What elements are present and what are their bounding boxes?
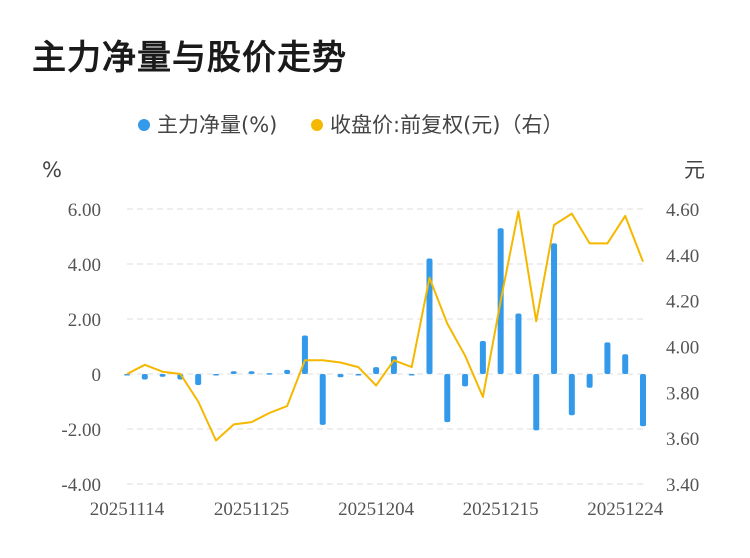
left-tick-label: 2.00 [68, 310, 101, 331]
bar [390, 356, 397, 374]
x-tick-label: 20251125 [214, 499, 289, 520]
left-tick-label: 0 [92, 365, 102, 386]
bar [479, 341, 486, 374]
bar [266, 373, 273, 375]
bar [195, 374, 202, 385]
legend-bar-label: 主力净量(%) [157, 113, 277, 137]
legend-line-label: 收盘价:前复权(元)（右） [330, 113, 563, 137]
right-tick-label: 3.80 [666, 383, 699, 404]
bar [284, 369, 291, 374]
bar [426, 258, 433, 374]
bar [462, 374, 469, 387]
bar [640, 374, 646, 427]
bar [586, 374, 593, 388]
bar [319, 374, 326, 425]
bar [141, 374, 148, 380]
left-tick-label: -4.00 [61, 475, 101, 496]
left-tick-label: -2.00 [61, 420, 101, 441]
bar [604, 342, 611, 374]
left-tick-label: 4.00 [68, 255, 101, 276]
bar [230, 371, 237, 374]
legend-line-marker [311, 119, 323, 131]
bar [337, 374, 344, 378]
x-tick-label: 20251204 [338, 499, 415, 520]
bar [408, 374, 415, 376]
bar [444, 374, 451, 423]
right-tick-label: 4.60 [666, 200, 699, 221]
right-tick-label: 3.40 [666, 475, 699, 496]
line-series [126, 210, 644, 442]
chart-title: 主力净量与股价走势 [32, 38, 347, 78]
grid-lines [127, 208, 643, 485]
bar [568, 374, 575, 416]
right-tick-label: 4.00 [666, 338, 699, 359]
bar [248, 371, 255, 374]
right-tick-label: 4.40 [666, 246, 699, 267]
right-tick-label: 4.20 [666, 292, 699, 313]
right-axis-ticks: 4.60 4.40 4.20 4.00 3.80 3.60 3.40 [666, 200, 699, 496]
x-tick-label: 20251224 [587, 499, 664, 520]
right-axis-unit: 元 [684, 158, 705, 182]
left-axis-ticks: 6.00 4.00 2.00 0 -2.00 -4.00 [61, 200, 101, 496]
x-tick-label: 20251215 [463, 499, 539, 520]
left-axis-unit: % [42, 158, 62, 182]
legend: 主力净量(%) 收盘价:前复权(元)（右） [138, 113, 563, 137]
bar-series [124, 228, 646, 431]
left-tick-label: 6.00 [68, 200, 101, 221]
bar [124, 374, 130, 376]
bar [551, 243, 558, 374]
bar [533, 374, 540, 431]
bar [515, 313, 522, 374]
right-tick-label: 3.60 [666, 429, 699, 450]
price-line [126, 210, 644, 442]
bar [159, 374, 166, 377]
x-tick-label: 20251114 [90, 499, 165, 520]
bar [212, 374, 219, 376]
x-axis-ticks: 20251114 20251125 20251204 20251215 20251224 [90, 499, 664, 520]
bar [355, 374, 362, 376]
bar [622, 354, 629, 374]
bar [373, 367, 380, 374]
legend-bar-marker [138, 119, 150, 131]
